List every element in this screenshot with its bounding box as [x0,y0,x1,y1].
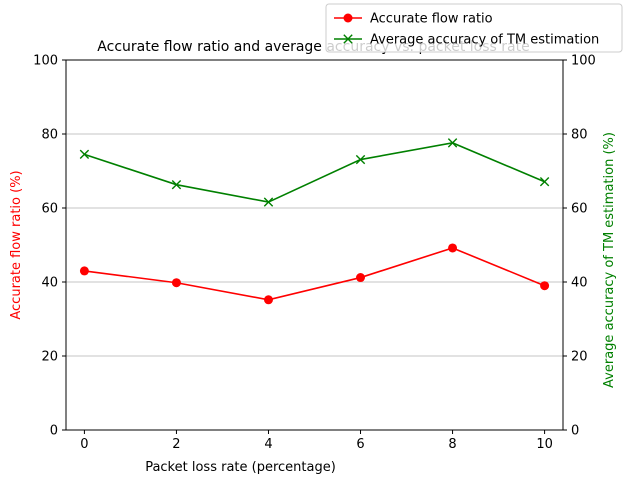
x-tick-label: 6 [356,437,364,452]
y-axis-left-label: Accurate flow ratio (%) [9,170,24,319]
x-tick-label: 0 [80,437,88,452]
data-point [540,281,550,291]
legend-label: Accurate flow ratio [370,12,493,27]
data-point [356,273,366,283]
data-point [171,278,181,288]
y-right-tick-label: 80 [571,128,588,143]
y-axis-right-label: Average accuracy of TM estimation (%) [602,132,617,388]
legend-marker [343,13,353,23]
data-point [447,138,458,148]
y-left-tick-label: 100 [33,54,58,69]
x-axis-label: Packet loss rate (percentage) [145,460,336,475]
legend: Accurate flow ratio Average accuracy of T… [325,3,623,53]
y-right-tick-label: 20 [571,350,588,365]
y-right-tick-label: 40 [571,276,588,291]
data-point [79,149,90,160]
data-point [171,179,182,190]
y-right-tick-label: 100 [571,54,596,69]
x-tick-label: 10 [536,437,553,452]
data-point [355,154,366,165]
plot-frame [65,59,564,431]
data-point [79,266,89,276]
data-point [263,197,274,207]
data-point [263,295,273,305]
x-tick-label: 4 [264,437,272,452]
x-tick-label: 2 [172,437,180,452]
y-left-tick-label: 80 [41,128,58,143]
y-left-tick-label: 0 [50,424,58,439]
y-right-tick-label: 60 [571,202,588,217]
legend-box [325,3,623,53]
legend-marker [343,34,353,44]
grid-lines [66,133,563,357]
data-point [539,177,550,187]
series-line [84,247,545,301]
series-layer [79,138,550,305]
data-point [448,243,458,253]
y-right-tick-label: 0 [571,424,579,439]
legend-label: Average accuracy of TM estimation [370,33,599,48]
y-left-tick-label: 20 [41,350,58,365]
series-line [84,142,545,203]
y-left-tick-label: 40 [41,276,58,291]
y-left-tick-label: 60 [41,202,58,217]
axes: 0 0 20 20 40 40 60 60 80 80 100 100 0 2 4 6 8 10 [33,54,596,453]
x-tick-label: 8 [448,437,456,452]
